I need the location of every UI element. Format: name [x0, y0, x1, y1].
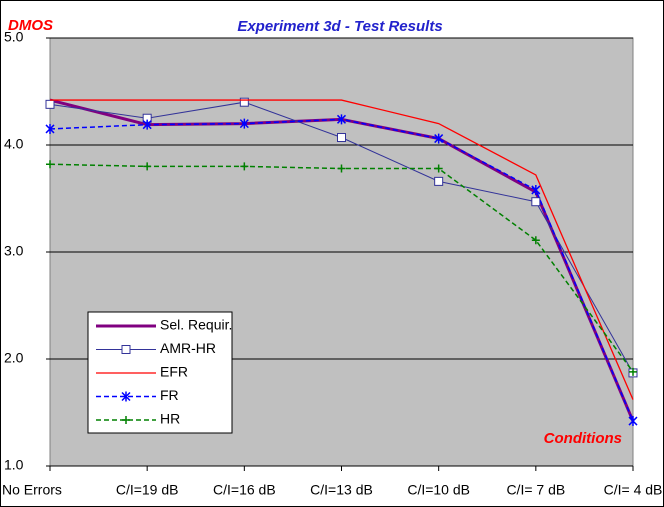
x-tick-label: C/I=13 dB [310, 482, 373, 498]
marker [434, 133, 444, 144]
marker [628, 416, 638, 427]
marker-plus [434, 164, 443, 173]
marker [434, 164, 443, 173]
x-tick-label: C/I= 4 dB [604, 482, 663, 498]
marker-star [45, 123, 55, 134]
y-tick-label: 2.0 [4, 350, 24, 366]
marker-star [239, 118, 249, 129]
marker [121, 345, 131, 354]
marker [142, 119, 152, 130]
marker-star [121, 391, 131, 402]
y-tick-label: 1.0 [4, 457, 24, 473]
marker-star [628, 416, 638, 427]
x-axis-label: Conditions [544, 430, 622, 447]
x-tick-label: C/I=16 dB [213, 482, 276, 498]
chart-title: Experiment 3d - Test Results [237, 18, 442, 35]
series-line [50, 99, 634, 400]
x-tick-label: C/I= 7 dB [506, 482, 565, 498]
marker [45, 123, 55, 134]
marker [45, 99, 55, 109]
marker-star [434, 133, 444, 144]
marker [240, 162, 249, 171]
y-tick-label: 3.0 [4, 243, 24, 259]
legend-label: AMR-HR [160, 340, 216, 356]
marker-plus [531, 236, 540, 245]
marker [143, 162, 152, 171]
marker [46, 160, 54, 169]
legend-label: Sel. Requir. [160, 317, 232, 333]
y-tick-label: 5.0 [4, 29, 24, 45]
marker-square [121, 345, 131, 354]
marker-star [142, 119, 152, 130]
marker-star [531, 184, 541, 195]
x-tick-label: C/I=10 dB [407, 482, 470, 498]
marker [336, 114, 347, 125]
legend-label: FR [160, 387, 179, 403]
marker-square [434, 176, 444, 186]
legend-label: EFR [160, 364, 188, 380]
legend: Sel. Requir. AMR-HR EFR FR HR [87, 311, 233, 434]
marker-plus [46, 160, 54, 169]
marker-star [336, 114, 347, 125]
marker-plus [629, 367, 637, 376]
y-tick-label: 4.0 [4, 136, 24, 152]
marker-square [531, 197, 541, 207]
x-tick-label: C/I=19 dB [116, 482, 179, 498]
marker-square [45, 99, 55, 109]
marker-plus [122, 416, 130, 424]
marker [337, 164, 346, 173]
marker [239, 97, 249, 107]
marker-plus [240, 162, 249, 171]
marker-square [337, 133, 346, 143]
marker [629, 367, 637, 376]
marker [531, 236, 540, 245]
marker-plus [337, 164, 346, 173]
marker [239, 118, 249, 129]
marker [337, 133, 346, 143]
marker [531, 184, 541, 195]
marker [122, 416, 130, 424]
x-tick-label: No Errors [2, 482, 62, 498]
marker [434, 176, 444, 186]
marker-plus [143, 162, 152, 171]
marker [121, 391, 131, 402]
y-axis-label: DMOS [8, 17, 53, 34]
legend-label: HR [160, 411, 180, 427]
marker [531, 197, 541, 207]
marker-square [239, 97, 249, 107]
